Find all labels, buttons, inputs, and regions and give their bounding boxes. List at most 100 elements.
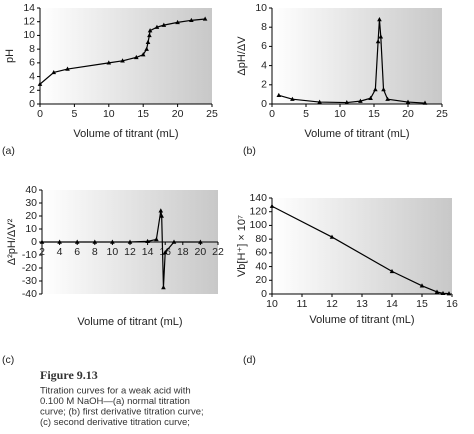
marker	[329, 234, 335, 239]
y-tick-label: 0	[29, 98, 35, 110]
marker	[189, 17, 194, 23]
x-tick-label: 2	[39, 246, 45, 258]
marker	[202, 16, 208, 21]
x-axis-title: Volume of titrant (mL)	[77, 316, 182, 328]
marker	[344, 100, 350, 105]
x-tick-label: 20	[172, 108, 184, 120]
caption-line: 0.100 M NaOH—(a) normal titration	[40, 396, 190, 407]
marker	[92, 239, 98, 244]
marker	[161, 22, 167, 27]
y-tick-label: 4	[29, 70, 35, 82]
panel-label: (d)	[243, 354, 256, 366]
x-tick-label: 16	[446, 298, 458, 310]
marker	[145, 39, 151, 44]
x-tick-label: 5	[71, 108, 77, 120]
marker	[381, 87, 386, 92]
x-tick-label: 13	[356, 298, 368, 310]
marker	[159, 213, 164, 218]
y-tick-label: 140	[249, 192, 267, 204]
marker	[198, 239, 203, 244]
y-tick-label: -10	[22, 249, 37, 261]
panel-label: (a)	[2, 145, 15, 157]
y-tick-label: 60	[255, 247, 267, 259]
x-tick-label: 25	[206, 108, 218, 120]
marker	[154, 24, 160, 29]
y-tick-label: 20	[255, 274, 267, 286]
x-tick-label: 0	[269, 108, 275, 120]
y-tick-label: 14	[23, 2, 35, 14]
y-tick-label: 30	[25, 197, 37, 209]
y-tick-label: 10	[23, 29, 35, 41]
y-axis-title: ΔpH/ΔV	[236, 36, 248, 76]
y-tick-label: 2	[261, 79, 267, 91]
x-tick-label: 10	[334, 108, 346, 120]
x-tick-label: 4	[57, 246, 63, 258]
marker	[162, 249, 168, 255]
plot-area	[272, 8, 442, 104]
panel-label: (b)	[243, 145, 256, 157]
figure-title: Figure 9.13	[40, 368, 98, 382]
y-tick-label: 40	[25, 184, 37, 196]
y-tick-label: 0	[261, 98, 267, 110]
x-tick-label: 11	[297, 298, 308, 310]
marker	[158, 208, 164, 213]
y-tick-label: 6	[261, 40, 267, 52]
y-axis-title: Vb[H⁺] × 10⁷	[236, 215, 248, 277]
marker	[145, 238, 150, 244]
marker	[317, 99, 322, 104]
x-tick-label: 20	[402, 108, 414, 120]
marker	[405, 99, 411, 104]
x-tick-label: 15	[416, 298, 428, 310]
x-tick-label: 10	[266, 298, 278, 310]
marker	[106, 60, 112, 65]
marker	[434, 289, 440, 294]
x-tick-label: 25	[436, 108, 448, 120]
marker	[57, 239, 62, 244]
marker	[358, 98, 363, 103]
marker	[377, 17, 382, 22]
y-tick-label: 120	[249, 205, 267, 217]
y-tick-label: 8	[261, 21, 267, 33]
marker	[140, 52, 146, 57]
y-tick-label: 0	[31, 236, 37, 248]
marker	[51, 69, 57, 75]
data-line	[39, 18, 206, 85]
y-tick-label: 0	[261, 288, 267, 300]
marker	[175, 19, 180, 25]
x-tick-label: 5	[303, 108, 309, 120]
marker	[290, 96, 295, 101]
x-tick-label: 18	[177, 246, 189, 258]
marker	[368, 95, 373, 100]
marker	[127, 239, 133, 244]
marker	[171, 239, 177, 244]
y-tick-label: -40	[22, 288, 37, 300]
x-tick-label: 6	[74, 246, 80, 258]
marker	[422, 100, 428, 105]
x-axis-title: Volume of titrant (mL)	[73, 128, 178, 140]
x-tick-label: 12	[326, 298, 338, 310]
x-tick-label: 10	[103, 108, 115, 120]
x-axis-title: Volume of titrant (mL)	[309, 314, 414, 326]
x-tick-label: 15	[137, 108, 149, 120]
x-axis-title: Volume of titrant (mL)	[304, 128, 409, 140]
y-tick-label: 6	[29, 57, 35, 69]
x-tick-label: 15	[368, 108, 380, 120]
plot-area	[272, 198, 452, 294]
marker	[120, 58, 125, 63]
marker	[74, 239, 80, 244]
x-tick-label: 10	[107, 246, 119, 258]
marker	[39, 239, 45, 244]
marker	[147, 32, 152, 38]
y-tick-label: 10	[255, 2, 267, 14]
x-tick-label: 14	[142, 246, 154, 258]
caption-line: Titration curves for a weak acid with	[40, 386, 191, 397]
data-line	[278, 19, 426, 104]
y-tick-label: 10	[25, 223, 37, 235]
y-tick-label: 100	[249, 219, 267, 231]
x-tick-label: 8	[92, 246, 98, 258]
marker	[440, 290, 446, 296]
marker	[134, 54, 139, 60]
x-tick-label: 20	[195, 246, 207, 258]
